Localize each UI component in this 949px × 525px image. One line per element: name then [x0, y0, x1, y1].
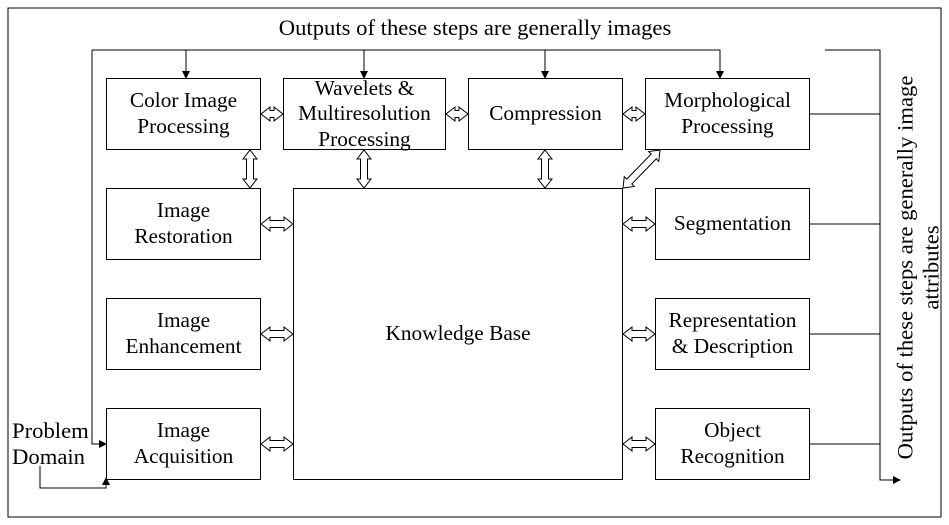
- node-kb: Knowledge Base: [293, 188, 623, 480]
- node-morph-label: Morphological Processing: [652, 88, 803, 139]
- problem-domain-line2: Domain: [12, 444, 85, 469]
- caption-right: Outputs of these steps are generally ima…: [893, 76, 944, 460]
- problem-domain-line1: Problem: [12, 418, 89, 443]
- problem-domain-label: Problem Domain: [12, 418, 89, 470]
- node-acquisition: Image Acquisition: [106, 408, 261, 480]
- node-compression-label: Compression: [489, 101, 602, 127]
- node-restoration: Image Restoration: [106, 188, 261, 260]
- node-segmentation-label: Segmentation: [674, 211, 791, 237]
- node-wavelets-label: Wavelets & Multiresolution Processing: [290, 76, 439, 153]
- node-kb-label: Knowledge Base: [385, 321, 530, 347]
- node-acquisition-label: Image Acquisition: [113, 418, 254, 469]
- node-compression: Compression: [468, 78, 623, 150]
- node-repdesc-label: Representation & Description: [662, 308, 803, 359]
- node-enhancement: Image Enhancement: [106, 298, 261, 370]
- node-enhancement-label: Image Enhancement: [113, 308, 254, 359]
- node-wavelets: Wavelets & Multiresolution Processing: [283, 78, 446, 150]
- diagram-canvas: Outputs of these steps are generally ima…: [0, 0, 949, 525]
- node-segmentation: Segmentation: [655, 188, 810, 260]
- node-object: Object Recognition: [655, 408, 810, 480]
- node-morph: Morphological Processing: [645, 78, 810, 150]
- node-object-label: Object Recognition: [662, 418, 803, 469]
- node-repdesc: Representation & Description: [655, 298, 810, 370]
- node-restoration-label: Image Restoration: [113, 198, 254, 249]
- caption-top: Outputs of these steps are generally ima…: [250, 14, 700, 41]
- node-color: Color Image Processing: [106, 78, 261, 150]
- node-color-label: Color Image Processing: [113, 88, 254, 139]
